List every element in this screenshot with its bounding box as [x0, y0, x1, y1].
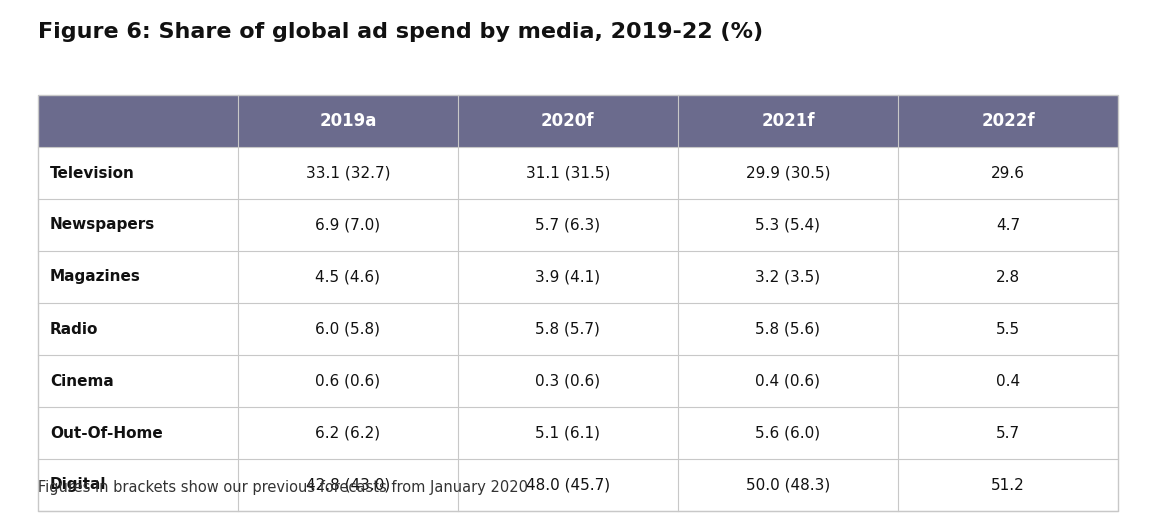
- Text: 29.6: 29.6: [991, 165, 1024, 181]
- Text: Cinema: Cinema: [50, 374, 113, 388]
- Text: 42.8 (43.0): 42.8 (43.0): [306, 477, 390, 493]
- Bar: [38, 251, 1118, 303]
- Bar: [38, 303, 1118, 355]
- Bar: [38, 199, 1118, 251]
- Text: Television: Television: [50, 165, 135, 181]
- Text: Newspapers: Newspapers: [50, 218, 155, 232]
- Text: 5.5: 5.5: [996, 321, 1020, 337]
- Text: 6.0 (5.8): 6.0 (5.8): [315, 321, 380, 337]
- Text: 3.2 (3.5): 3.2 (3.5): [755, 269, 820, 285]
- Text: 5.3 (5.4): 5.3 (5.4): [755, 218, 820, 232]
- Text: 31.1 (31.5): 31.1 (31.5): [526, 165, 610, 181]
- Text: Figure 6: Share of global ad spend by media, 2019-22 (%): Figure 6: Share of global ad spend by me…: [38, 22, 763, 42]
- Text: 5.8 (5.7): 5.8 (5.7): [536, 321, 601, 337]
- Text: 6.9 (7.0): 6.9 (7.0): [315, 218, 380, 232]
- Text: 6.2 (6.2): 6.2 (6.2): [315, 425, 380, 441]
- Text: 0.4 (0.6): 0.4 (0.6): [755, 374, 820, 388]
- Text: 2022f: 2022f: [981, 112, 1035, 130]
- Text: 50.0 (48.3): 50.0 (48.3): [746, 477, 830, 493]
- Bar: [38, 355, 1118, 407]
- Text: 0.4: 0.4: [996, 374, 1020, 388]
- Text: 51.2: 51.2: [991, 477, 1024, 493]
- Text: 33.1 (32.7): 33.1 (32.7): [306, 165, 390, 181]
- Bar: [38, 95, 1118, 511]
- Text: 0.6 (0.6): 0.6 (0.6): [315, 374, 380, 388]
- Text: 4.5 (4.6): 4.5 (4.6): [315, 269, 380, 285]
- Text: Radio: Radio: [50, 321, 98, 337]
- Text: 2019a: 2019a: [319, 112, 377, 130]
- Text: 0.3 (0.6): 0.3 (0.6): [535, 374, 601, 388]
- Text: 5.1 (6.1): 5.1 (6.1): [536, 425, 601, 441]
- Bar: [38, 147, 1118, 199]
- Text: 5.7: 5.7: [996, 425, 1020, 441]
- Text: 2020f: 2020f: [542, 112, 595, 130]
- Text: 5.8 (5.6): 5.8 (5.6): [755, 321, 820, 337]
- Text: 2.8: 2.8: [996, 269, 1020, 285]
- Text: 3.9 (4.1): 3.9 (4.1): [535, 269, 601, 285]
- Text: Magazines: Magazines: [50, 269, 141, 285]
- Text: Out-Of-Home: Out-Of-Home: [50, 425, 163, 441]
- Text: 4.7: 4.7: [996, 218, 1020, 232]
- Text: 5.7 (6.3): 5.7 (6.3): [535, 218, 601, 232]
- Bar: [38, 407, 1118, 459]
- Text: Digital: Digital: [50, 477, 106, 493]
- Text: 2021f: 2021f: [761, 112, 814, 130]
- Text: 5.6 (6.0): 5.6 (6.0): [755, 425, 820, 441]
- Bar: [38, 95, 1118, 147]
- Text: 48.0 (45.7): 48.0 (45.7): [526, 477, 610, 493]
- Bar: [38, 459, 1118, 511]
- Text: 29.9 (30.5): 29.9 (30.5): [746, 165, 830, 181]
- Text: Figures in brackets show our previous forecasts from January 2020: Figures in brackets show our previous fo…: [38, 480, 528, 495]
